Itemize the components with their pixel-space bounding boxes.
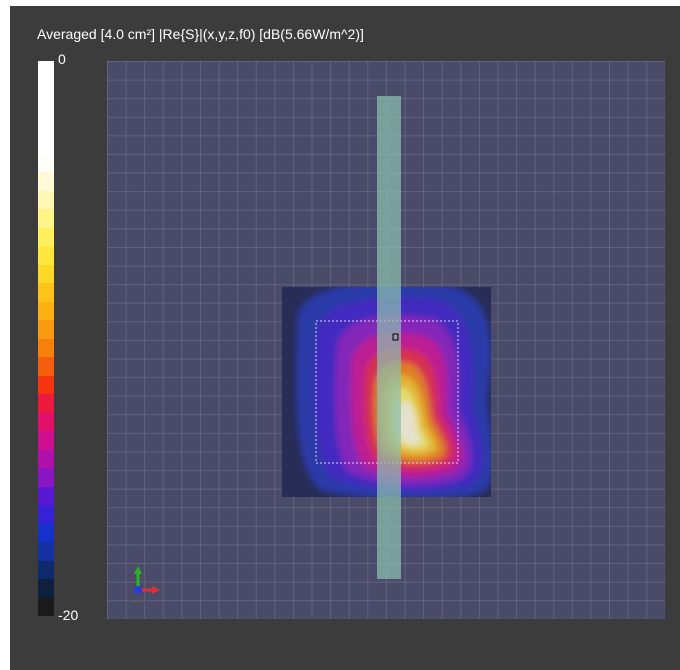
colorbar-segment bbox=[38, 597, 54, 616]
colorbar-segment bbox=[38, 468, 54, 487]
colorbar-segment bbox=[38, 486, 54, 505]
colorbar-segment bbox=[38, 116, 54, 135]
colorbar-segment bbox=[38, 542, 54, 561]
colorbar-segment bbox=[38, 153, 54, 172]
colorbar-segment bbox=[38, 505, 54, 524]
colorbar-segment bbox=[38, 357, 54, 376]
probe-marker-icon[interactable] bbox=[392, 333, 399, 341]
colorbar-segment bbox=[38, 135, 54, 154]
colorbar-segment bbox=[38, 246, 54, 265]
field-plot[interactable] bbox=[107, 61, 665, 619]
feed-strip[interactable] bbox=[377, 96, 401, 579]
colorbar-segment bbox=[38, 283, 54, 302]
colorbar-segment bbox=[38, 209, 54, 228]
field-plot-svg bbox=[282, 96, 491, 579]
colorbar-segment bbox=[38, 190, 54, 209]
colorbar-segment bbox=[38, 431, 54, 450]
colorbar-segment bbox=[38, 61, 54, 80]
colorbar-segment bbox=[38, 449, 54, 468]
3d-viewport[interactable]: Averaged [4.0 cm²] |Re{S}|(x,y,z,f0) [dB… bbox=[10, 6, 680, 670]
colorbar-segment bbox=[38, 523, 54, 542]
colorbar-segment bbox=[38, 172, 54, 191]
colorbar-segment bbox=[38, 227, 54, 246]
colorbar-segment bbox=[38, 264, 54, 283]
colorbar-segment bbox=[38, 320, 54, 339]
colorbar-segment bbox=[38, 338, 54, 357]
colorbar-segment bbox=[38, 394, 54, 413]
colorbar-segment bbox=[38, 375, 54, 394]
colorbar-segment bbox=[38, 412, 54, 431]
colorbar-segment bbox=[38, 301, 54, 320]
colorbar-max-label: 0 bbox=[58, 51, 66, 67]
field-title: Averaged [4.0 cm²] |Re{S}|(x,y,z,f0) [dB… bbox=[37, 26, 364, 42]
colorbar-segment bbox=[38, 98, 54, 117]
colorbar-segment bbox=[38, 579, 54, 598]
colorbar bbox=[38, 61, 54, 616]
colorbar-min-label: -20 bbox=[58, 607, 79, 623]
colorbar-segment bbox=[38, 560, 54, 579]
xyz-axes-icon bbox=[130, 566, 160, 604]
colorbar-segment bbox=[38, 79, 54, 98]
averaging-region-outline bbox=[315, 320, 459, 464]
